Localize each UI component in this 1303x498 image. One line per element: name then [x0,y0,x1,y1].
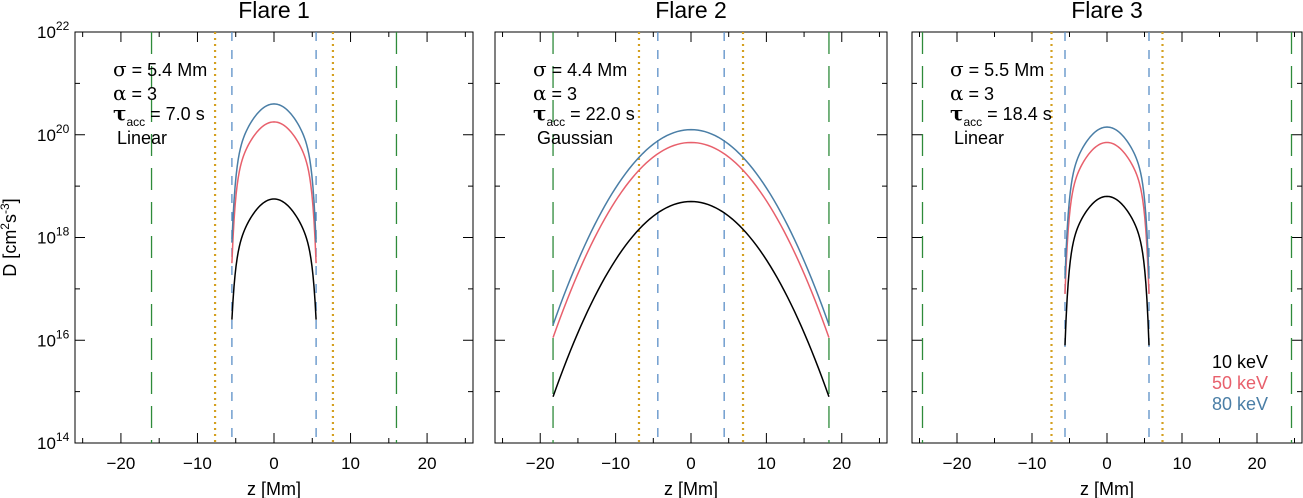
x-tick-label: 20 [418,454,437,473]
legend-entry: 50 keV [1212,373,1268,393]
x-axis-label: z [Mm] [1080,479,1134,498]
x-axis-label: z [Mm] [247,479,301,498]
legend-entry: 10 keV [1212,352,1268,372]
series-line-10-keV [552,200,830,398]
y-axis-label: D [cm2s-3] [0,198,20,276]
annotation-sigma: σ = 5.4 Mm [113,57,207,81]
x-axis-label: z [Mm] [664,479,718,498]
annotation-alpha: α = 3 [113,81,157,105]
x-tick-label: −10 [601,454,630,473]
x-tick-label: 10 [757,454,776,473]
legend-entry: 80 keV [1212,394,1268,414]
x-tick-label: −20 [526,454,555,473]
annotation-profile: Linear [954,128,1004,148]
annotation-tau: τacc = 7.0 s [113,101,205,129]
annotation-profile: Gaussian [537,128,613,148]
annotation-alpha: α = 3 [950,81,994,105]
series-line-80-keV [552,128,830,326]
series-line-10-keV [1064,195,1150,346]
panel-3: Flare 3 −20 −10 0 10 20 z [Mm] σ = 5.5 Mmα = 3τ… [911,0,1303,498]
series-line-80-keV [231,103,317,243]
x-tick-label: 0 [1102,454,1111,473]
x-tick-label: 0 [686,454,695,473]
annotation-tau: τacc = 18.4 s [950,101,1052,129]
x-tick-label: 20 [1248,454,1267,473]
y-tick-label: 1018 [37,225,70,248]
series-line-80-keV [1064,126,1150,279]
x-tick-label: −20 [107,454,136,473]
series-line-10-keV [231,198,317,320]
panel-title: Flare 3 [1071,0,1143,23]
annotation-alpha: α = 3 [533,81,577,105]
series-line-50-keV [552,141,830,338]
x-tick-label: 10 [1173,454,1192,473]
annotation-sigma: σ = 4.4 Mm [533,57,627,81]
y-tick-label: 1014 [37,430,70,453]
x-tick-label: −10 [183,454,212,473]
annotation-sigma: σ = 5.5 Mm [950,57,1044,81]
series-line-50-keV [1064,141,1150,295]
y-tick-label: 1020 [37,122,70,145]
x-tick-label: −20 [943,454,972,473]
panel-title: Flare 1 [238,0,310,23]
x-tick-label: 10 [341,454,360,473]
y-tick-label: 1022 [37,19,70,42]
panel-title: Flare 2 [655,0,727,23]
x-tick-label: 20 [832,454,851,473]
annotation-tau: τacc = 22.0 s [533,101,635,129]
series-line-50-keV [231,121,317,264]
x-tick-label: 0 [269,454,278,473]
panel-2: Flare 2 −20 −10 0 10 20 z [Mm] σ = 4.4 Mmα = 3τ… [494,0,888,498]
y-tick-label: 1016 [37,327,70,350]
x-tick-label: −10 [1018,454,1047,473]
annotation-profile: Linear [117,128,167,148]
